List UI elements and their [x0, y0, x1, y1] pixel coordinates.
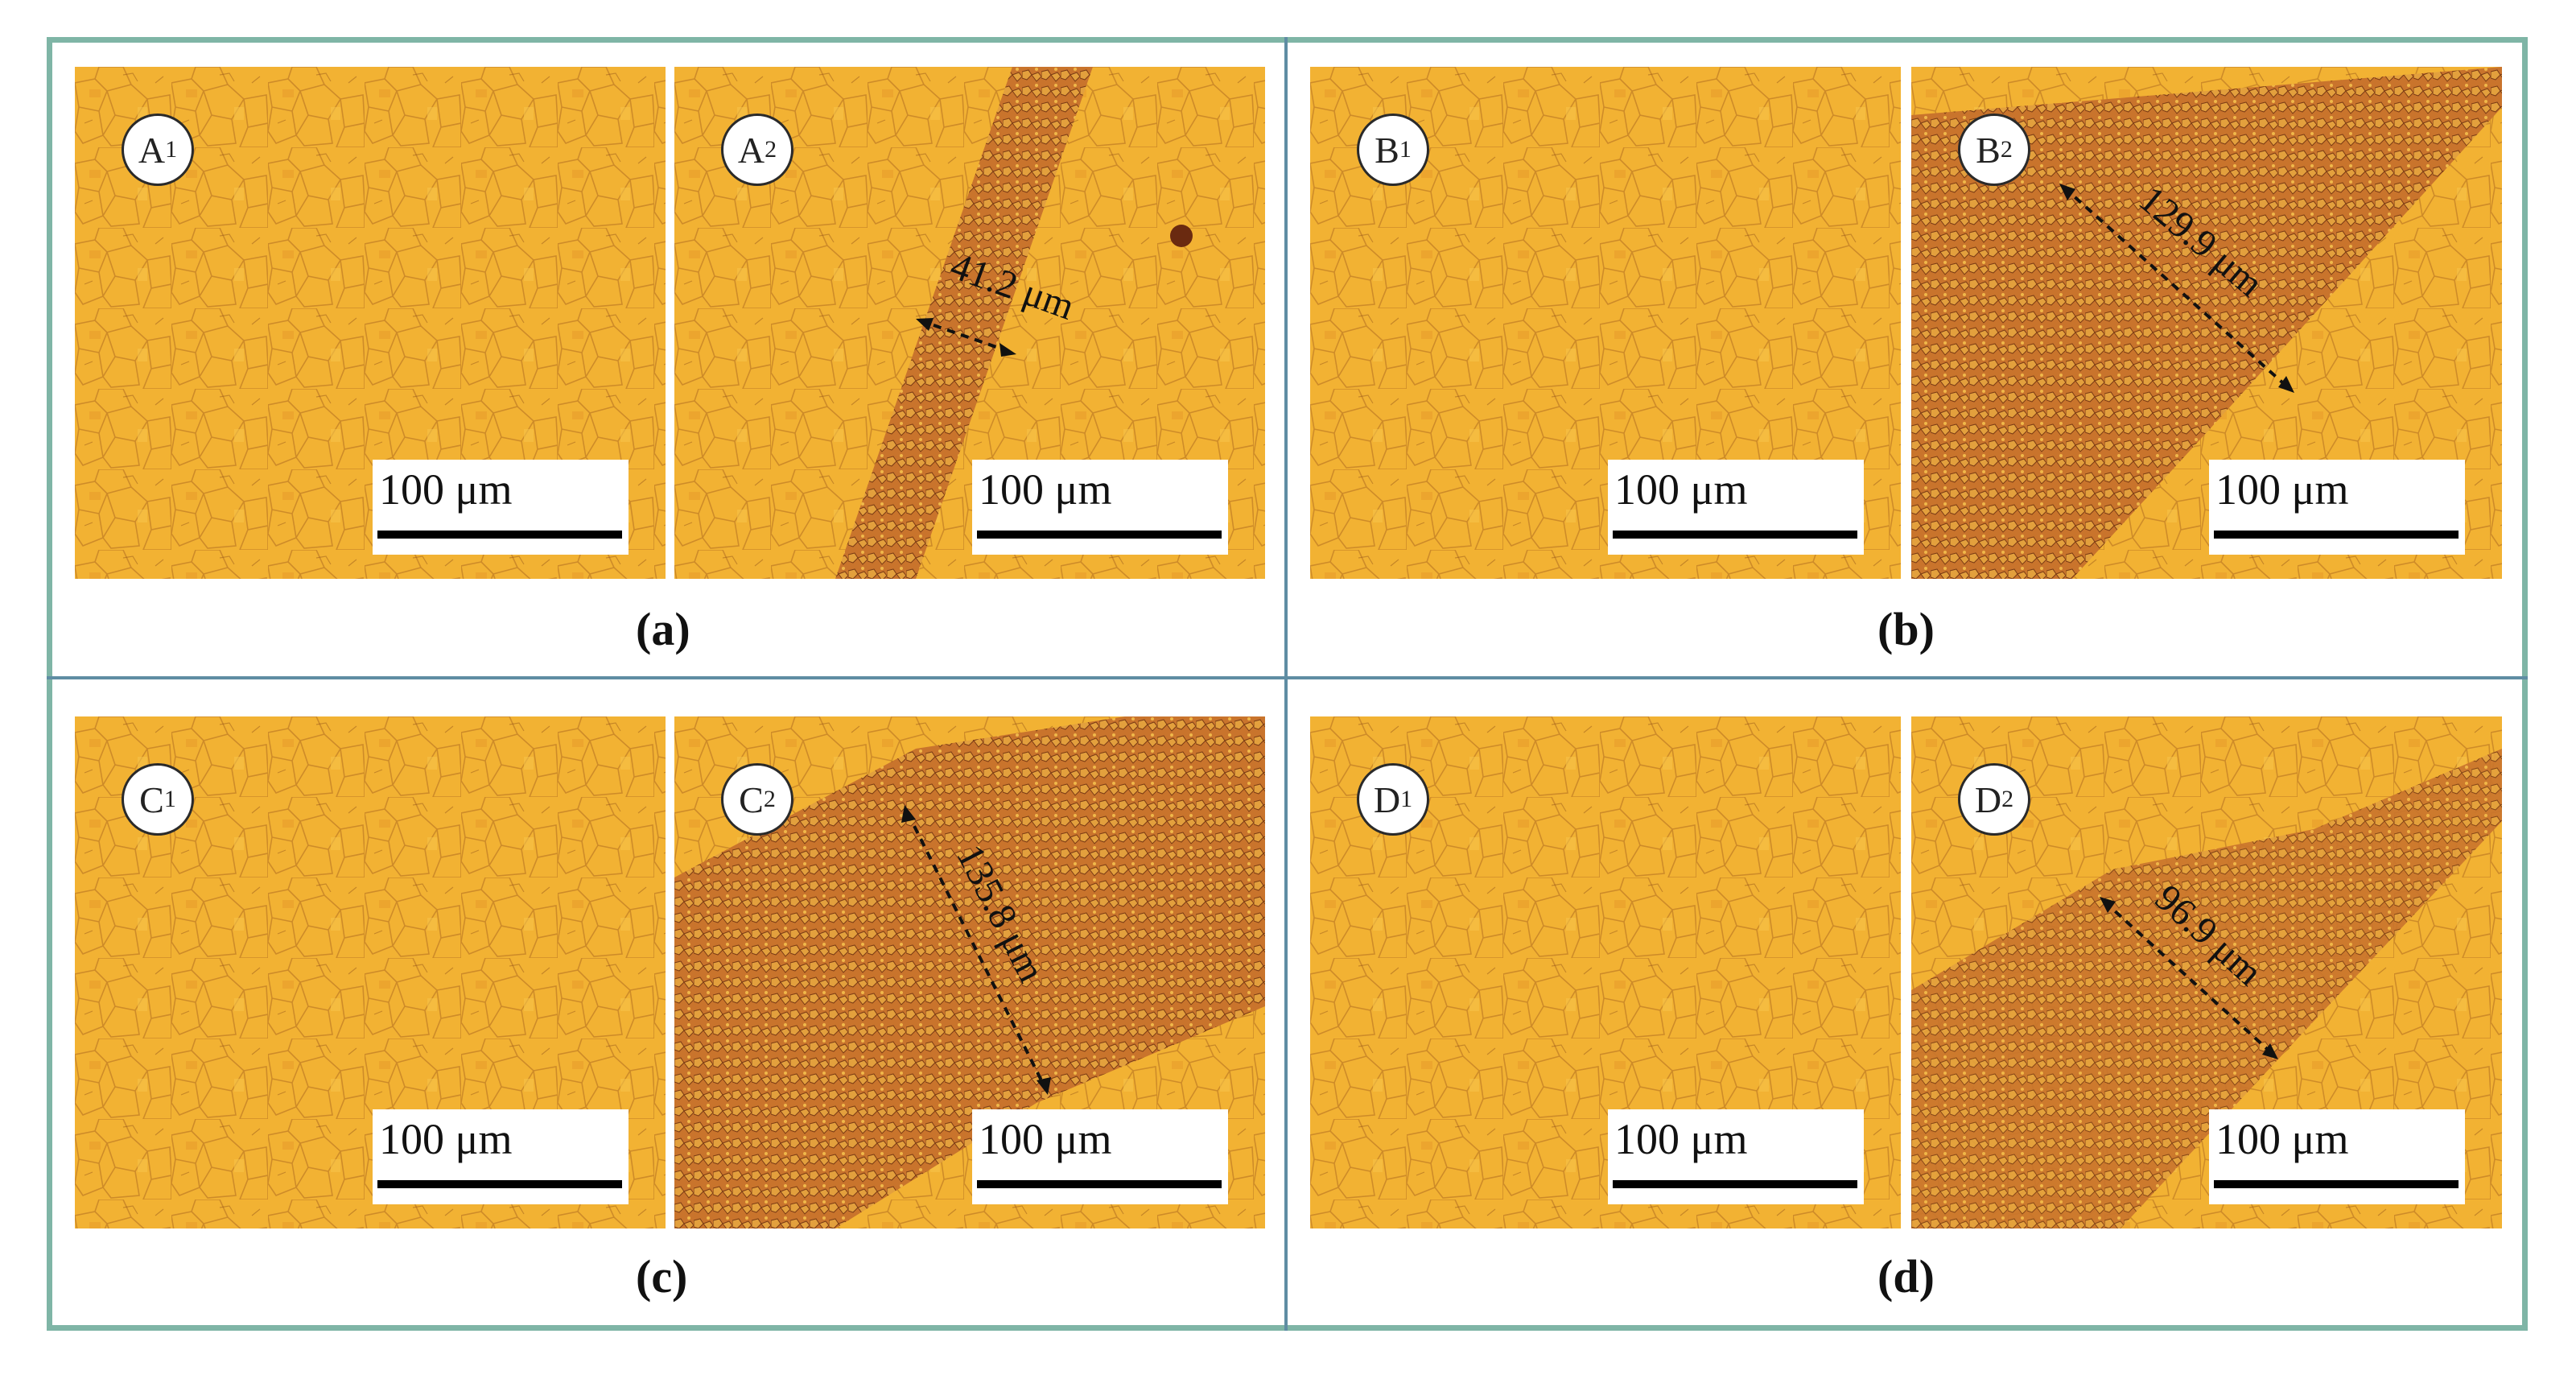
panel-label-subscript: 1	[165, 136, 178, 163]
width-measurement: 96.9 μm	[2100, 877, 2278, 1059]
refined-band	[835, 67, 1093, 579]
panel-label-subscript: 2	[2000, 136, 2013, 163]
scale-bar-line	[1613, 1180, 1857, 1188]
scale-bar: 100 μm	[2209, 460, 2465, 555]
scale-bar-line	[1613, 531, 1857, 539]
scale-bar-line	[977, 1180, 1222, 1188]
panel-label-letter: B	[1375, 129, 1399, 171]
scale-bar-line	[2214, 531, 2459, 539]
scale-bar: 100 μm	[2209, 1109, 2465, 1204]
scale-bar: 100 μm	[1608, 1109, 1864, 1204]
scale-bar: 100 μm	[972, 1109, 1228, 1204]
measurement-label: 129.9 μm	[2131, 178, 2271, 305]
panel-label-letter: D	[1974, 778, 2002, 820]
refined-band	[674, 716, 1265, 1228]
horizontal-divider	[47, 676, 2528, 679]
width-measurement: 129.9 μm	[2059, 178, 2294, 393]
scale-bar-line	[2214, 1180, 2459, 1188]
scale-bar-label: 100 μm	[379, 465, 513, 514]
panel-label-subscript: 2	[765, 136, 777, 163]
caption-c: (c)	[636, 1250, 688, 1303]
panel-label-letter: D	[1373, 778, 1401, 820]
refined-band	[1911, 749, 2502, 1228]
scale-bar-line	[377, 1180, 622, 1188]
measurement-label: 135.8 μm	[948, 838, 1053, 989]
width-measurement: 135.8 μm	[901, 805, 1053, 1095]
refined-band	[1911, 67, 2502, 579]
scale-bar-label: 100 μm	[1614, 1115, 1748, 1163]
panel-label-subscript: 1	[163, 786, 176, 812]
caption-d: (d)	[1877, 1250, 1935, 1303]
panel-label-letter: B	[1976, 129, 2001, 171]
width-measurement: 41.2 μm	[916, 245, 1080, 357]
caption-a: (a)	[636, 603, 690, 655]
scale-bar-line	[977, 531, 1222, 539]
caption-b: (b)	[1877, 603, 1935, 655]
scale-bar-label: 100 μm	[2215, 465, 2349, 514]
panel-label-subscript: 2	[763, 786, 776, 812]
panel-label-subscript: 2	[2001, 786, 2014, 812]
scale-bar: 100 μm	[373, 1109, 629, 1204]
scale-bar-label: 100 μm	[979, 1115, 1112, 1163]
measurement-label: 96.9 μm	[2147, 877, 2271, 994]
panel-label-letter: C	[139, 778, 164, 820]
scale-bar-label: 100 μm	[979, 465, 1112, 514]
panel-label-letter: A	[737, 129, 765, 171]
measurement-label: 41.2 μm	[945, 245, 1080, 328]
scale-bar: 100 μm	[972, 460, 1228, 555]
scale-bar: 100 μm	[373, 460, 629, 555]
vertical-divider	[1284, 37, 1288, 1331]
panel-label-letter: C	[739, 778, 764, 820]
scale-bar-label: 100 μm	[379, 1115, 513, 1163]
panel-label-subscript: 1	[1400, 786, 1413, 812]
scale-bar: 100 μm	[1608, 460, 1864, 555]
panel-label-letter: A	[138, 129, 166, 171]
panel-label-subscript: 1	[1399, 136, 1412, 163]
scale-bar-label: 100 μm	[1614, 465, 1748, 514]
scale-bar-label: 100 μm	[2215, 1115, 2349, 1163]
pit-spot	[1170, 225, 1193, 247]
scale-bar-line	[377, 531, 622, 539]
